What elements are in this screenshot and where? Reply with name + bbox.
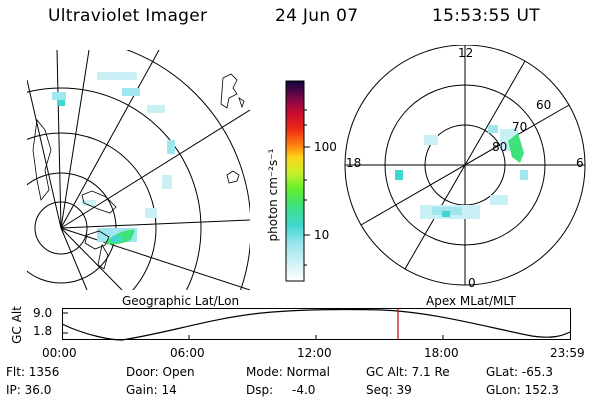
- info-glat: GLat: -65.3: [486, 365, 553, 379]
- info-door: Door: Open: [126, 365, 195, 379]
- info-ip: IP: 36.0: [6, 383, 52, 397]
- coastline: [32, 73, 245, 270]
- geographic-map: [27, 50, 250, 290]
- app-title: Ultraviolet Imager: [48, 6, 208, 26]
- timeline-ytick-1-8: 1.8: [33, 324, 53, 338]
- lat-label-60: 60: [536, 98, 552, 112]
- colorbar-tick-100: 100: [314, 140, 337, 154]
- timeline-xtick-2359: 23:59: [550, 346, 585, 360]
- info-mode: Mode: Normal: [246, 365, 330, 379]
- info-gain: Gain: 14: [126, 383, 177, 397]
- polar-aurora-emission: [395, 125, 528, 219]
- colorbar: [285, 80, 310, 282]
- info-flight: Flt: 1356: [6, 365, 60, 379]
- observation-time: 15:53:55 UT: [432, 6, 540, 26]
- timeline-xtick-0000: 00:00: [42, 346, 77, 360]
- colorbar-label: photon cm⁻²s⁻¹: [266, 148, 280, 242]
- timeline-xtick-1800: 18:00: [424, 346, 459, 360]
- mlt-label-6: 6: [576, 156, 584, 170]
- timeline-xtick-1200: 12:00: [297, 346, 332, 360]
- info-dsp-label: Dsp:: [246, 383, 274, 397]
- info-dsp-value: -4.0: [292, 383, 316, 397]
- aurora-emission: [52, 72, 175, 245]
- colorbar-tick-10: 10: [314, 228, 330, 242]
- lat-label-80: 80: [492, 140, 508, 154]
- polar-plot: [344, 45, 586, 286]
- mlt-label-12: 12: [458, 46, 474, 60]
- timeline-ytick-9: 9.0: [33, 306, 53, 320]
- observation-date: 24 Jun 07: [275, 6, 359, 26]
- timeline-xtick-0600: 06:00: [170, 346, 205, 360]
- timeline-right-title: Apex MLat/MLT: [426, 294, 516, 308]
- lat-label-70: 70: [512, 120, 528, 134]
- timeline-plot: [62, 308, 571, 341]
- mlt-label-0: 0: [468, 276, 476, 290]
- info-glon: GLon: 152.3: [486, 383, 559, 397]
- mlt-label-18: 18: [346, 156, 362, 170]
- info-gc-alt: GC Alt: 7.1 Re: [366, 365, 450, 379]
- timeline-left-title: Geographic Lat/Lon: [122, 294, 240, 308]
- timeline-ylabel: GC Alt: [10, 306, 24, 344]
- info-seq: Seq: 39: [366, 383, 412, 397]
